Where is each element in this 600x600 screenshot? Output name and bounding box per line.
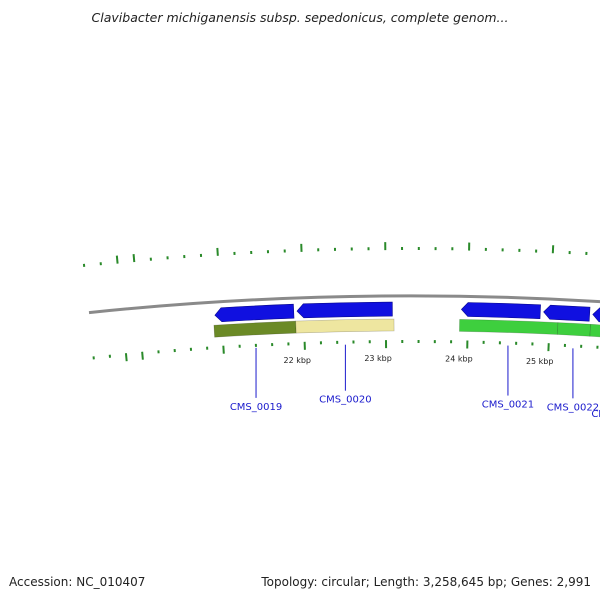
cds-arrow[interactable]: [214, 303, 295, 323]
genome-summary: Topology: circular; Length: 3,258,645 bp…: [261, 575, 591, 589]
gene-label[interactable]: CMS_0022: [547, 402, 599, 413]
scale-label: 24 kbp: [445, 354, 473, 363]
gene-label[interactable]: CMS_0021: [482, 400, 534, 411]
cds-arrow[interactable]: [296, 301, 393, 319]
gene-block[interactable]: [589, 323, 600, 340]
gene-block[interactable]: [213, 320, 297, 338]
cds-arrow[interactable]: [543, 304, 591, 322]
gene-block[interactable]: [556, 322, 591, 337]
inner-tick: [124, 353, 128, 362]
map-title: Clavibacter michiganensis subsp. sepedon…: [91, 10, 509, 25]
genome-backbone: [88, 294, 600, 315]
gene-label[interactable]: CMS_0020: [319, 395, 371, 406]
scale-label: 23 kbp: [364, 354, 392, 363]
outer-tick: [132, 254, 136, 263]
scale-label: 25 kbp: [526, 357, 554, 366]
cds-arrow[interactable]: [592, 307, 600, 325]
accession-label: Accession: NC_010407: [9, 575, 146, 589]
cds-arrow[interactable]: [460, 302, 541, 320]
gene-label[interactable]: CMS_0023: [591, 409, 600, 420]
scale-label: 22 kbp: [284, 356, 312, 365]
gene-block[interactable]: [459, 319, 559, 335]
gene-track: [213, 318, 600, 340]
gene-block[interactable]: [295, 318, 395, 334]
gene-labels: CMS_0019 CMS_0020 CMS_0021 CMS_0022CMS_0023: [230, 344, 600, 420]
outer-tick: [115, 255, 119, 264]
forward-cds-track: [214, 301, 600, 325]
inner-tick: [141, 351, 144, 360]
gene-label[interactable]: CMS_0019: [230, 402, 282, 413]
outer-tick-ring: [82, 242, 588, 267]
inner-tick-ring: [92, 340, 599, 362]
